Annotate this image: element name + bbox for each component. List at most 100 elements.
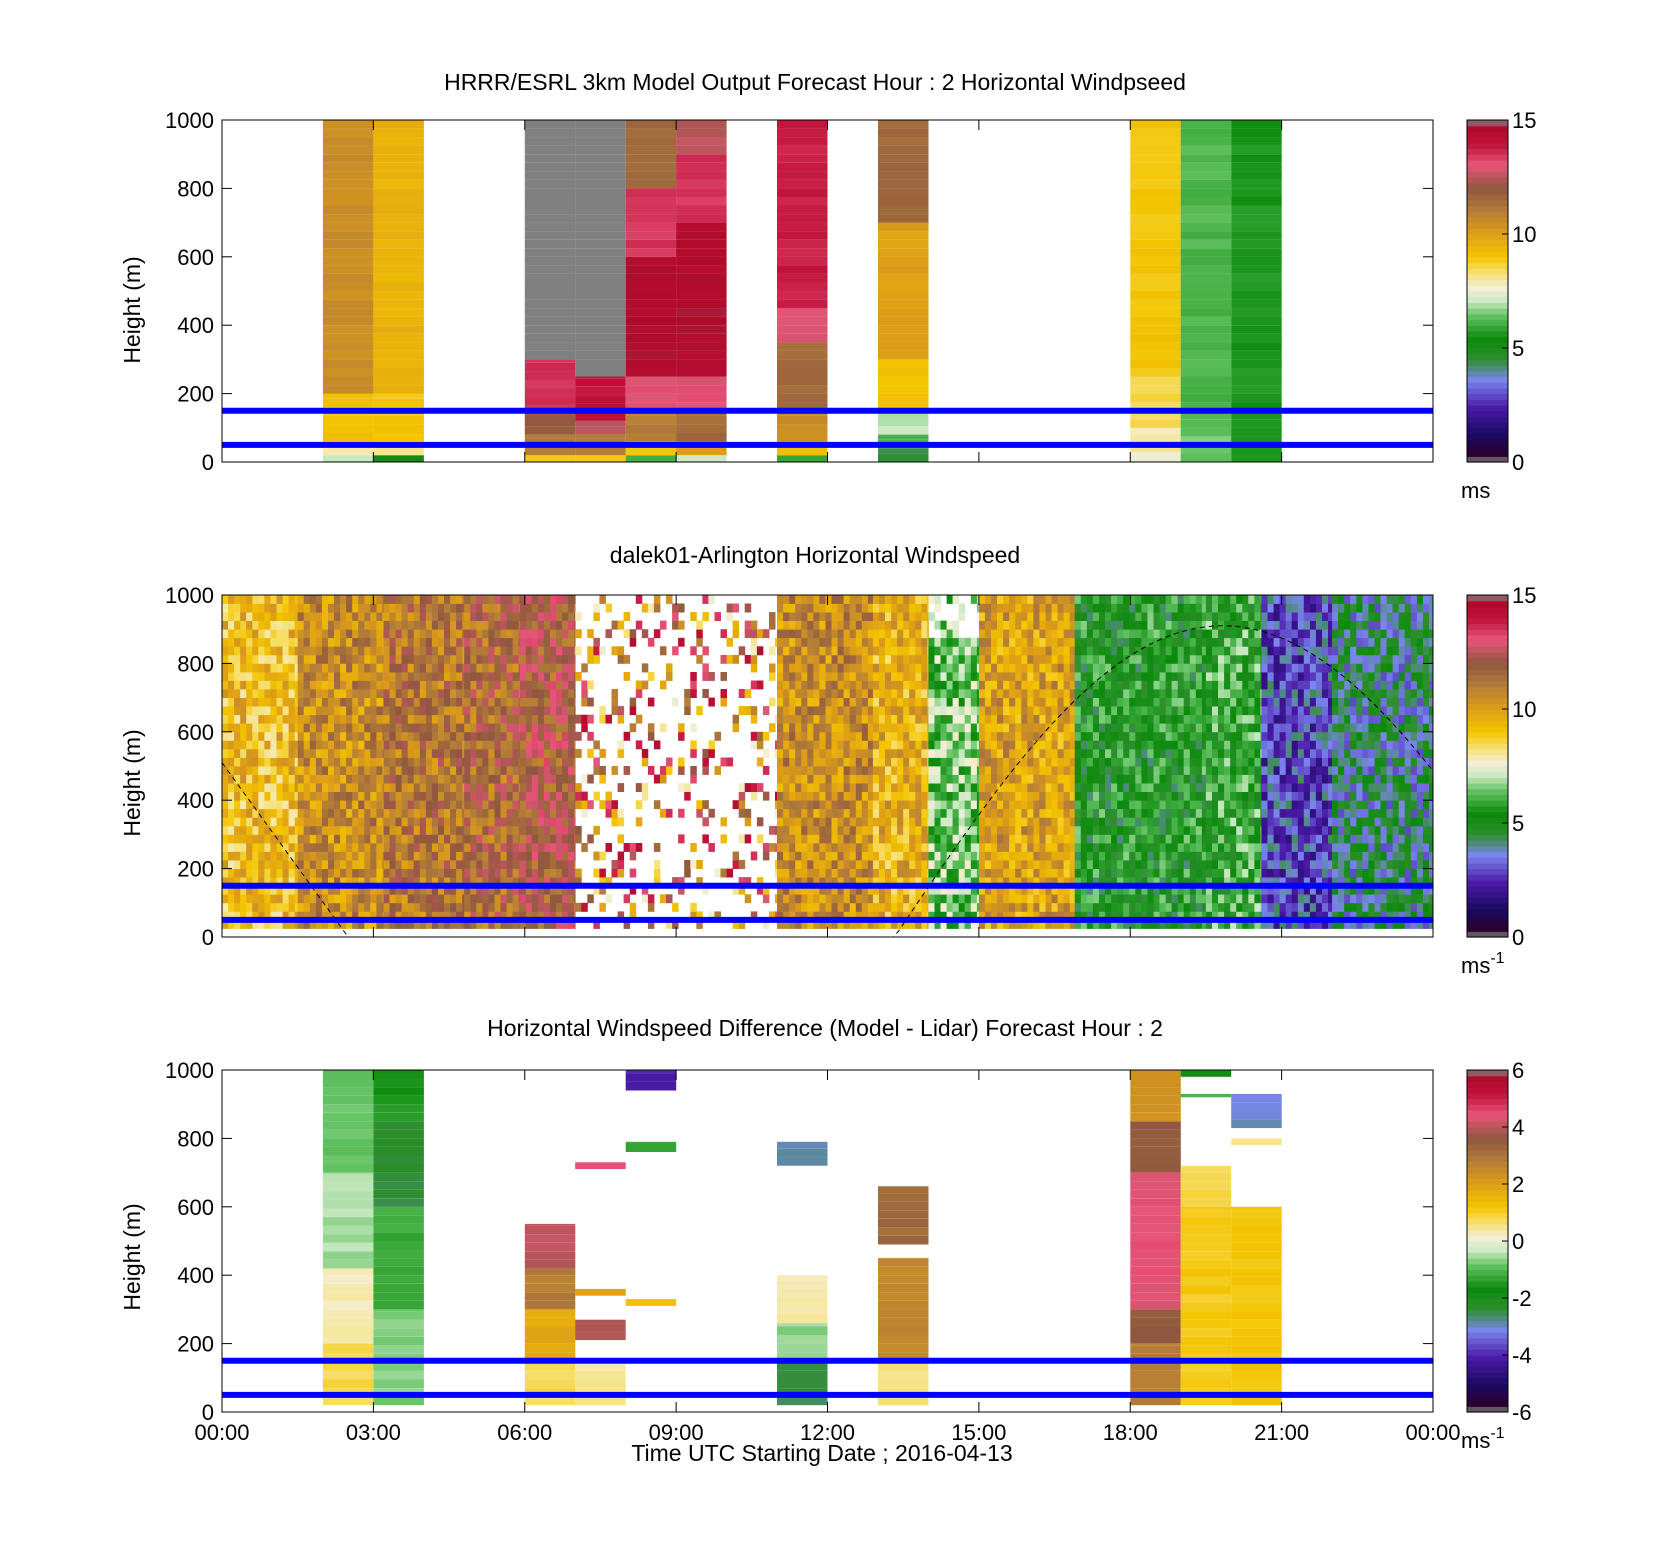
- heatmap-cell: [246, 894, 253, 904]
- heatmap-cell: [690, 680, 697, 690]
- heatmap-cell: [1009, 808, 1016, 818]
- heatmap-cell: [1003, 612, 1010, 621]
- heatmap-cell: [696, 706, 703, 716]
- heatmap-cell: [234, 783, 241, 792]
- heatmap-cell: [328, 723, 335, 733]
- heatmap-cell: [696, 654, 703, 664]
- heatmap-cell: [488, 731, 495, 741]
- heatmap-cell: [1003, 663, 1010, 673]
- heatmap-cell: [438, 740, 445, 750]
- heatmap-cell: [891, 646, 898, 656]
- heatmap-cell: [519, 757, 527, 767]
- heatmap-cell: [575, 800, 582, 810]
- heatmap-cell: [494, 817, 501, 827]
- heatmap-cell: [364, 791, 371, 801]
- heatmap-cell: [991, 740, 998, 750]
- heatmap-cell: [991, 834, 998, 844]
- heatmap-cell: [222, 791, 229, 801]
- heatmap-cell: [897, 740, 904, 750]
- heatmap-cell: [456, 877, 463, 887]
- heatmap-cell: [556, 663, 563, 673]
- heatmap-cell: [909, 629, 916, 639]
- heatmap-cell: [234, 714, 241, 724]
- heatmap-cell: [297, 672, 305, 681]
- heatmap-cell: [476, 689, 483, 698]
- heatmap-cell: [684, 783, 691, 792]
- y-axis-label: Height (m): [119, 729, 145, 836]
- heatmap-cell: [879, 663, 886, 673]
- heatmap-cell: [1180, 179, 1232, 189]
- heatmap-cell: [801, 825, 808, 835]
- heatmap-cell: [525, 774, 533, 784]
- heatmap-cell: [940, 731, 947, 741]
- heatmap-cell: [991, 697, 998, 707]
- heatmap-cell: [334, 757, 341, 767]
- heatmap-cell: [819, 800, 826, 810]
- heatmap-cell: [494, 672, 501, 681]
- heatmap-cell: [562, 680, 569, 690]
- heatmap-cell: [364, 672, 371, 681]
- heatmap-cell: [382, 731, 384, 741]
- heatmap-cell: [819, 714, 826, 724]
- heatmap-cell: [964, 723, 972, 733]
- heatmap-cell: [346, 637, 353, 647]
- heatmap-cell: [407, 748, 415, 758]
- heatmap-cell: [807, 731, 814, 741]
- heatmap-cell: [1231, 453, 1282, 462]
- heatmap-cell: [849, 620, 857, 630]
- heatmap-cell: [1009, 783, 1016, 792]
- heatmap-cell: [401, 774, 409, 784]
- heatmap-cell: [1003, 860, 1010, 869]
- heatmap-cell: [783, 697, 790, 707]
- heatmap-cell: [934, 817, 941, 827]
- heatmap-cell: [494, 834, 501, 844]
- heatmap-cell: [282, 748, 290, 758]
- heatmap-cell: [383, 603, 390, 613]
- heatmap-cell: [525, 629, 533, 639]
- heatmap-cell: [777, 424, 828, 433]
- heatmap-cell: [575, 333, 626, 343]
- heatmap-cell: [282, 825, 290, 835]
- heatmap-cell: [364, 654, 371, 664]
- heatmap-cell: [425, 911, 433, 921]
- heatmap-cell: [297, 748, 305, 758]
- heatmap-cell: [543, 637, 551, 647]
- heatmap-cell: [482, 808, 489, 818]
- heatmap-cell: [970, 706, 978, 716]
- heatmap-cell: [531, 834, 539, 844]
- heatmap-cell: [952, 885, 960, 895]
- heatmap-cell: [303, 843, 311, 852]
- heatmap-cell: [240, 902, 247, 912]
- heatmap-cell: [525, 860, 533, 869]
- heatmap-cell: [867, 791, 874, 801]
- heatmap-cell: [500, 911, 507, 921]
- heatmap-cell: [456, 603, 463, 613]
- heatmap-cell: [641, 757, 649, 767]
- heatmap-cell: [1180, 154, 1232, 163]
- heatmap-cell: [714, 612, 721, 621]
- heatmap-cell: [1009, 868, 1016, 878]
- heatmap-cell: [512, 680, 520, 690]
- heatmap-cell: [364, 894, 371, 904]
- heatmap-cell: [891, 740, 898, 750]
- heatmap-cell: [1231, 419, 1282, 428]
- heatmap-cell: [855, 766, 863, 775]
- heatmap-cell: [315, 603, 323, 613]
- heatmap-cell: [444, 672, 451, 681]
- heatmap-cell: [340, 672, 347, 681]
- heatmap-cell: [464, 825, 471, 835]
- heatmap-cell: [543, 697, 551, 707]
- heatmap-cell: [1130, 145, 1181, 155]
- reference-lines: [222, 407, 1433, 448]
- heatmap-cell: [813, 791, 820, 801]
- heatmap-cell: [222, 612, 229, 621]
- heatmap-cell: [625, 385, 677, 394]
- heatmap-cell: [927, 783, 929, 792]
- heatmap-cell: [611, 808, 618, 818]
- heatmap-cell: [321, 672, 329, 681]
- heatmap-cell: [801, 637, 808, 647]
- heatmap-cell: [1180, 402, 1232, 411]
- heatmap-cell: [494, 646, 501, 656]
- heatmap-cell: [321, 714, 329, 724]
- heatmap-cell: [373, 385, 424, 394]
